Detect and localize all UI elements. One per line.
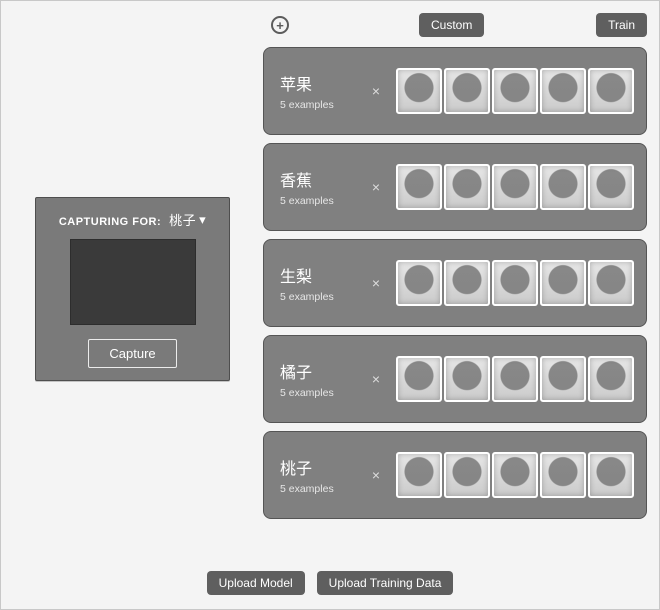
class-example-count: 5 examples (280, 387, 365, 399)
thumbnail-row (387, 68, 634, 114)
example-thumbnail[interactable] (492, 356, 538, 402)
class-meta: 橘子 5 examples (280, 359, 365, 399)
capture-button[interactable]: Capture (88, 339, 176, 368)
delete-class-button[interactable]: × (367, 275, 385, 291)
class-name[interactable]: 桃子 (280, 455, 365, 479)
example-thumbnail[interactable] (540, 164, 586, 210)
class-meta: 苹果 5 examples (280, 71, 365, 111)
class-example-count: 5 examples (280, 195, 365, 207)
example-thumbnail[interactable] (540, 356, 586, 402)
delete-class-button[interactable]: × (367, 371, 385, 387)
example-thumbnail[interactable] (588, 452, 634, 498)
capture-selected-class: 桃子 (169, 210, 196, 229)
add-class-button[interactable]: + (271, 16, 289, 34)
example-thumbnail[interactable] (444, 260, 490, 306)
class-card: 桃子 5 examples× (263, 431, 647, 519)
example-thumbnail[interactable] (540, 260, 586, 306)
app-frame: + Custom Train CAPTURING FOR: 桃子 ▾ Captu… (0, 0, 660, 610)
example-thumbnail[interactable] (396, 260, 442, 306)
class-name[interactable]: 香蕉 (280, 167, 365, 191)
example-thumbnail[interactable] (540, 452, 586, 498)
delete-class-button[interactable]: × (367, 467, 385, 483)
example-thumbnail[interactable] (492, 164, 538, 210)
example-thumbnail[interactable] (588, 68, 634, 114)
example-thumbnail[interactable] (444, 164, 490, 210)
chevron-down-icon: ▾ (199, 212, 206, 228)
example-thumbnail[interactable] (492, 452, 538, 498)
bottom-bar: Upload Model Upload Training Data (1, 571, 659, 595)
capture-panel: CAPTURING FOR: 桃子 ▾ Capture (35, 197, 230, 381)
example-thumbnail[interactable] (444, 452, 490, 498)
custom-button[interactable]: Custom (419, 13, 484, 37)
class-example-count: 5 examples (280, 291, 365, 303)
delete-class-button[interactable]: × (367, 83, 385, 99)
class-card: 香蕉 5 examples× (263, 143, 647, 231)
thumbnail-row (387, 260, 634, 306)
class-example-count: 5 examples (280, 483, 365, 495)
thumbnail-row (387, 356, 634, 402)
example-thumbnail[interactable] (396, 452, 442, 498)
class-name[interactable]: 橘子 (280, 359, 365, 383)
class-name[interactable]: 苹果 (280, 71, 365, 95)
example-thumbnail[interactable] (444, 356, 490, 402)
class-card: 生梨 5 examples× (263, 239, 647, 327)
example-thumbnail[interactable] (588, 356, 634, 402)
capture-class-selector[interactable]: 桃子 ▾ (169, 210, 206, 229)
example-thumbnail[interactable] (492, 260, 538, 306)
example-thumbnail[interactable] (588, 260, 634, 306)
class-meta: 香蕉 5 examples (280, 167, 365, 207)
camera-preview (70, 239, 196, 325)
example-thumbnail[interactable] (396, 68, 442, 114)
example-thumbnail[interactable] (396, 164, 442, 210)
example-thumbnail[interactable] (540, 68, 586, 114)
upload-model-button[interactable]: Upload Model (207, 571, 305, 595)
class-example-count: 5 examples (280, 99, 365, 111)
thumbnail-row (387, 452, 634, 498)
capture-heading-row: CAPTURING FOR: 桃子 ▾ (48, 210, 217, 229)
class-card: 苹果 5 examples× (263, 47, 647, 135)
class-list: 苹果5 examples×香蕉5 examples×生梨5 examples×橘… (263, 47, 647, 545)
delete-class-button[interactable]: × (367, 179, 385, 195)
thumbnail-row (387, 164, 634, 210)
train-button[interactable]: Train (596, 13, 647, 37)
class-name[interactable]: 生梨 (280, 263, 365, 287)
example-thumbnail[interactable] (444, 68, 490, 114)
class-meta: 生梨 5 examples (280, 263, 365, 303)
example-thumbnail[interactable] (588, 164, 634, 210)
plus-icon: + (276, 19, 284, 32)
upload-training-data-button[interactable]: Upload Training Data (317, 571, 454, 595)
class-meta: 桃子 5 examples (280, 455, 365, 495)
example-thumbnail[interactable] (396, 356, 442, 402)
capture-heading: CAPTURING FOR: (59, 216, 161, 228)
class-card: 橘子 5 examples× (263, 335, 647, 423)
topbar: + Custom Train (271, 11, 647, 39)
example-thumbnail[interactable] (492, 68, 538, 114)
